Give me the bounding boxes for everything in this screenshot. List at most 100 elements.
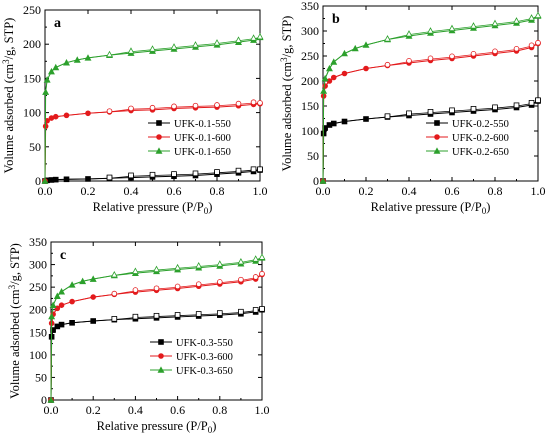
legend-marker — [434, 120, 440, 126]
panel-label: b — [332, 12, 340, 27]
y-tick-label: 300 — [29, 258, 47, 272]
desorption-point — [216, 260, 224, 267]
data-point — [52, 113, 59, 120]
desorption-point — [238, 276, 244, 283]
desorption-point — [111, 316, 118, 322]
x-tick-label: 0.0 — [316, 184, 331, 198]
series-UFK-0.3-650 — [47, 253, 266, 403]
y-tick-label: 200 — [301, 74, 319, 88]
desorption-point — [252, 255, 260, 262]
data-point — [69, 320, 75, 326]
x-tick-label: 0.2 — [359, 184, 374, 198]
legend-entry: UFK-0.3-600 — [176, 352, 233, 363]
desorption-point — [250, 99, 257, 106]
desorption-point — [259, 270, 265, 277]
y-axis-label: Volume adsorbed (cm3/g, STP) — [1, 18, 16, 174]
desorption-point — [535, 97, 541, 104]
desorption-point — [449, 53, 455, 60]
desorption-point — [192, 41, 199, 48]
x-tick-label: 0.6 — [445, 184, 460, 198]
legend-entry: UFK-0.3-550 — [176, 338, 233, 349]
data-point — [41, 177, 49, 184]
desorption-point — [214, 169, 220, 175]
y-tick-label: 300 — [301, 24, 319, 38]
desorption-point — [384, 113, 391, 120]
desorption-point — [427, 55, 434, 62]
desorption-point — [470, 22, 477, 29]
desorption-point — [106, 174, 113, 181]
legend-entry: UFK-0.1-650 — [174, 147, 231, 158]
y-tick-label: 100 — [301, 124, 319, 138]
data-point — [341, 118, 348, 125]
desorption-point — [132, 313, 139, 320]
desorption-point — [257, 166, 263, 173]
desorption-point — [195, 262, 203, 269]
data-point — [330, 58, 338, 65]
x-tick-label: 1.0 — [531, 184, 546, 198]
desorption-point — [174, 263, 182, 271]
data-point — [48, 312, 56, 320]
desorption-point — [132, 287, 139, 293]
desorption-point — [470, 50, 477, 57]
data-point — [321, 74, 329, 82]
desorption-point — [535, 39, 541, 46]
data-point — [58, 288, 66, 295]
desorption-point — [250, 166, 257, 173]
data-point — [63, 112, 70, 119]
data-point — [53, 292, 61, 299]
desorption-point — [149, 45, 156, 52]
series-UFK-0.2-550 — [320, 97, 541, 184]
desorption-point — [192, 102, 199, 109]
data-point — [90, 318, 97, 324]
data-point — [50, 327, 56, 333]
data-point — [42, 88, 50, 95]
desorption-point — [195, 311, 202, 317]
y-tick-label: 0 — [35, 174, 41, 188]
panel-label: a — [54, 16, 61, 31]
desorption-point — [217, 279, 223, 285]
data-point — [79, 277, 87, 285]
data-point — [63, 59, 70, 66]
x-axis-label: Relative pressure (P/P0) — [97, 419, 217, 435]
desorption-point — [131, 267, 139, 274]
data-point — [49, 301, 57, 309]
desorption-point — [528, 100, 535, 106]
desorption-point — [106, 108, 113, 114]
desorption-point — [252, 307, 259, 313]
x-tick-label: 0.6 — [170, 403, 185, 417]
data-point — [90, 294, 96, 300]
y-tick-label: 350 — [301, 0, 319, 13]
desorption-point — [252, 274, 259, 280]
desorption-point — [534, 11, 542, 19]
desorption-point — [528, 42, 535, 49]
desorption-point — [427, 109, 434, 115]
data-point — [341, 70, 348, 77]
desorption-point — [235, 100, 242, 107]
data-point — [84, 54, 92, 61]
x-tick-label: 0.2 — [81, 184, 96, 198]
desorption-point — [171, 171, 177, 177]
legend-marker — [158, 353, 164, 359]
desorption-point — [174, 312, 181, 318]
data-point — [322, 83, 328, 89]
data-point — [44, 118, 50, 124]
y-tick-label: 250 — [23, 3, 41, 17]
y-axis-label: Volume adsorbed (cm3/g, STP) — [279, 16, 294, 172]
desorption-point — [492, 104, 498, 111]
desorption-point — [128, 105, 134, 112]
desorption-point — [192, 170, 199, 177]
legend-marker — [155, 147, 163, 154]
y-tick-label: 150 — [23, 71, 41, 85]
desorption-point — [235, 36, 242, 43]
desorption-point — [256, 32, 264, 40]
data-point — [320, 87, 328, 94]
desorption-point — [214, 102, 220, 108]
desorption-point — [171, 103, 177, 110]
desorption-point — [237, 257, 245, 265]
desorption-line — [322, 43, 539, 182]
data-point — [54, 305, 61, 312]
data-point — [363, 116, 369, 122]
data-point — [363, 65, 369, 72]
desorption-point — [127, 47, 135, 54]
